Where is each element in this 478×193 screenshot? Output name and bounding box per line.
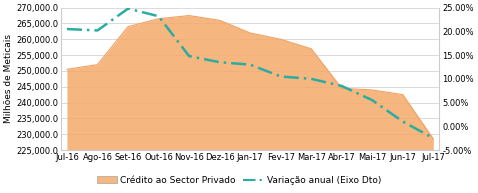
Y-axis label: Milhões de Meticais: Milhões de Meticais: [4, 34, 13, 123]
Legend: Crédito ao Sector Privado, Variação anual (Eixo Dto): Crédito ao Sector Privado, Variação anua…: [93, 172, 385, 189]
